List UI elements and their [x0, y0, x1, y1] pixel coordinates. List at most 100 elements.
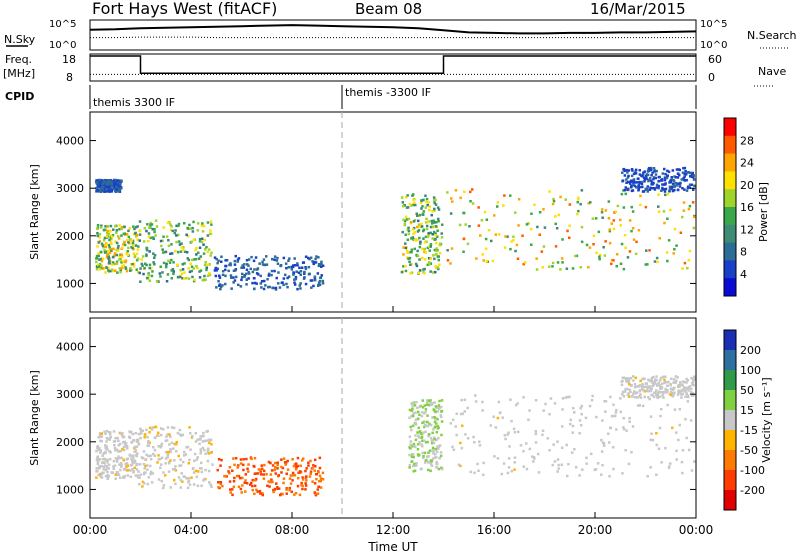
velocity-point — [170, 426, 174, 429]
velocity-point — [421, 411, 424, 414]
power-point — [600, 208, 604, 211]
velocity-point — [436, 418, 439, 421]
power-point — [407, 257, 410, 260]
power-point — [209, 254, 212, 257]
velocity-point — [293, 493, 296, 496]
power-point — [198, 240, 202, 243]
power-point — [468, 225, 471, 228]
power-point — [683, 179, 687, 182]
power-point — [516, 257, 520, 260]
velocity-point — [561, 408, 564, 411]
power-point — [693, 215, 696, 219]
power-point — [542, 208, 545, 211]
power-point — [106, 190, 109, 193]
velocity-point — [162, 486, 165, 490]
power-point — [660, 189, 663, 192]
power-point — [220, 260, 223, 263]
velocity-point — [628, 383, 631, 386]
power-point — [509, 247, 512, 251]
power-point — [153, 254, 157, 257]
power-point — [418, 225, 422, 229]
velocity-point — [206, 448, 210, 451]
velocity-point — [691, 381, 694, 385]
velocity-point — [506, 471, 510, 475]
velocity-point — [277, 487, 281, 490]
nsky-tick-top: 10^5 — [49, 19, 76, 30]
velocity-point — [680, 460, 684, 464]
power-point — [679, 231, 683, 234]
velocity-point — [137, 474, 140, 477]
power-point — [610, 262, 613, 266]
velocity-point — [629, 390, 632, 394]
velocity-point — [680, 396, 683, 399]
power-point — [632, 181, 635, 184]
power-point — [682, 201, 686, 204]
power-point — [139, 267, 142, 270]
velocity-point — [551, 463, 554, 467]
velocity-point — [281, 466, 285, 470]
power-point — [109, 182, 112, 186]
power-point — [314, 261, 318, 264]
power-point — [535, 268, 539, 271]
velocity-point — [669, 383, 672, 387]
power-point — [692, 176, 695, 179]
velocity-point — [100, 435, 104, 438]
power-point — [123, 225, 126, 229]
power-point — [517, 198, 521, 201]
power-point — [206, 263, 209, 267]
velocity-point — [305, 479, 308, 482]
power-point — [514, 211, 517, 214]
power-point — [416, 254, 420, 258]
velocity-point — [286, 468, 290, 471]
velocity-point — [99, 472, 102, 476]
velocity-point — [421, 421, 424, 425]
power-point — [620, 242, 624, 246]
velocity-point — [164, 439, 167, 443]
velocity-point — [427, 461, 430, 464]
velocity-point — [208, 439, 212, 442]
power-point — [429, 243, 433, 246]
velocity-point — [632, 379, 635, 382]
power-point — [646, 263, 649, 266]
velocity-point — [242, 468, 245, 472]
velocity-point — [295, 465, 298, 468]
power-point — [636, 177, 640, 180]
power-point — [623, 169, 626, 173]
power-point — [153, 228, 156, 231]
cpid-label: CPID — [5, 90, 34, 103]
power-point — [267, 274, 271, 277]
power-point — [619, 218, 622, 222]
velocity-point — [252, 464, 255, 468]
power-point — [634, 170, 637, 173]
power-point — [623, 174, 627, 177]
power-point — [98, 233, 102, 236]
power-point — [668, 188, 672, 191]
velocity-point — [185, 446, 188, 449]
velocity-point — [259, 492, 262, 495]
velocity-point — [138, 482, 141, 486]
power-point — [158, 272, 162, 275]
power-point — [413, 239, 416, 242]
power-point — [215, 269, 218, 272]
power-point — [206, 274, 210, 278]
power-point — [245, 283, 248, 286]
velocity-point — [601, 463, 604, 467]
velocity-point — [429, 462, 433, 466]
velocity-point — [408, 466, 411, 469]
velocity-point — [676, 393, 680, 396]
velocity-point — [276, 487, 279, 490]
power-point — [435, 266, 438, 270]
power-point — [273, 269, 276, 273]
velocity-point — [581, 468, 584, 471]
power-point — [435, 221, 438, 224]
power-point — [187, 258, 191, 262]
velocity-point — [489, 424, 492, 427]
colorbar-tick-label: 8 — [740, 246, 747, 259]
power-point — [107, 243, 111, 247]
power-point — [421, 256, 424, 260]
power-point — [301, 261, 305, 264]
power-point — [424, 251, 427, 254]
velocity-point — [265, 473, 268, 476]
power-point — [686, 266, 689, 270]
